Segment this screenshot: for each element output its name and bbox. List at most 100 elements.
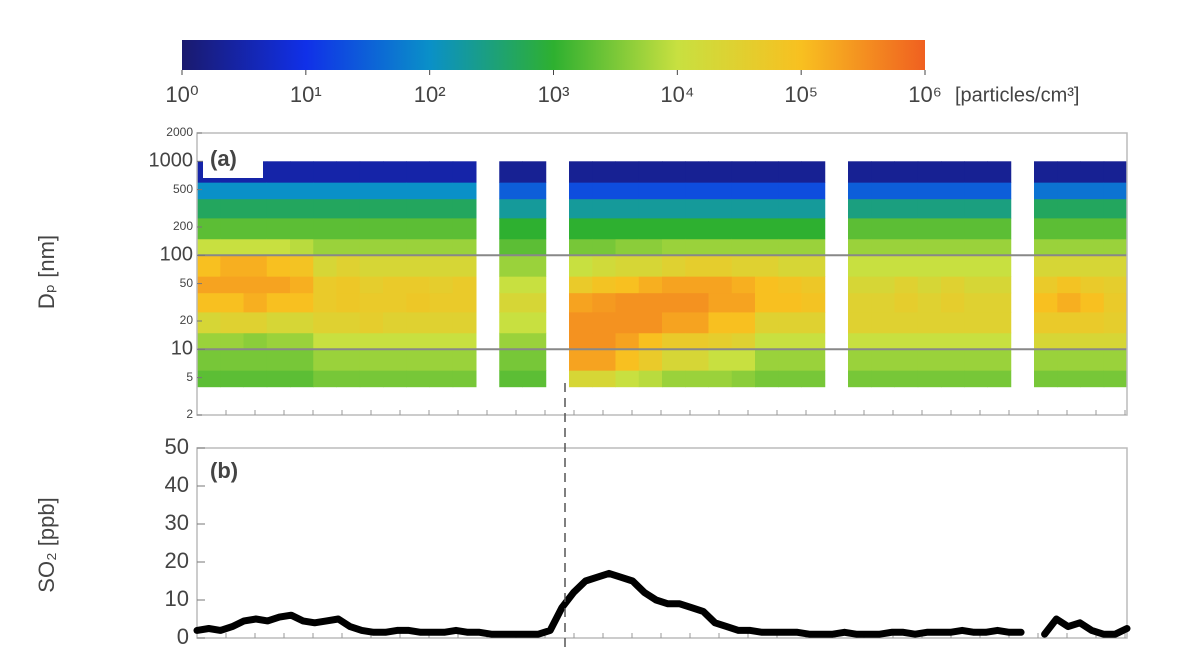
heatmap-cell xyxy=(452,370,477,388)
heatmap-cell xyxy=(917,182,942,200)
heatmap-cell xyxy=(941,182,965,200)
heatmap-cell xyxy=(522,198,547,219)
heatmap-cell xyxy=(685,198,709,219)
heatmap-cell xyxy=(615,255,640,277)
heatmap-cell xyxy=(871,198,895,219)
heatmap-cell xyxy=(917,332,942,350)
heatmap-cell xyxy=(871,182,895,200)
heatmap-cell xyxy=(266,255,291,277)
colorbar xyxy=(182,40,925,70)
heatmap-cell xyxy=(220,332,244,350)
heatmap-cell xyxy=(638,198,663,219)
heatmap-cell xyxy=(1103,332,1128,350)
heatmap-cell xyxy=(290,182,314,200)
y-tick-label: 5 xyxy=(186,370,193,384)
heatmap-cell xyxy=(313,198,337,219)
heatmap-cell xyxy=(266,276,291,294)
heatmap-cell xyxy=(894,198,919,219)
heatmap-cell xyxy=(266,292,291,313)
heatmap-cell xyxy=(801,349,826,371)
heatmap-cell xyxy=(638,238,663,256)
heatmap-cell xyxy=(941,311,965,334)
heatmap-cell xyxy=(1080,198,1105,219)
heatmap-cell xyxy=(755,370,779,388)
heatmap-cell xyxy=(522,255,547,277)
heatmap-cell xyxy=(290,217,314,240)
heatmap-cell xyxy=(778,332,802,350)
heatmap-cell xyxy=(1034,182,1058,200)
heatmap-cell xyxy=(778,349,802,371)
heatmap-cell xyxy=(731,161,756,183)
heatmap-cell xyxy=(848,161,872,183)
heatmap-cell xyxy=(917,370,942,388)
heatmap-cell xyxy=(1057,332,1081,350)
heatmap-cell xyxy=(894,182,919,200)
heatmap-cell xyxy=(266,349,291,371)
heatmap-cell xyxy=(638,161,663,183)
heatmap-cell xyxy=(359,276,384,294)
heatmap-cell xyxy=(359,238,384,256)
heatmap-cell xyxy=(243,292,268,313)
heatmap-cell xyxy=(708,276,733,294)
heatmap-cell xyxy=(197,332,221,350)
heatmap-cell xyxy=(987,182,1012,200)
heatmap-cell xyxy=(499,255,523,277)
y-tick-label: 10 xyxy=(171,338,193,360)
heatmap-cell xyxy=(313,182,337,200)
heatmap-cell xyxy=(615,349,640,371)
heatmap-cell xyxy=(685,349,709,371)
heatmap-cell xyxy=(1057,198,1081,219)
plot-frame xyxy=(196,447,1128,639)
heatmap-cell xyxy=(220,217,244,240)
heatmap-cell xyxy=(615,370,640,388)
heatmap-cell xyxy=(1080,349,1105,371)
heatmap-cell xyxy=(1034,198,1058,219)
heatmap-cell xyxy=(499,161,523,183)
heatmap-cell xyxy=(383,276,407,294)
heatmap-cell xyxy=(685,182,709,200)
heatmap-cell xyxy=(266,332,291,350)
heatmap-cell xyxy=(917,292,942,313)
heatmap-cell xyxy=(871,276,895,294)
heatmap-cell xyxy=(197,311,221,334)
y-tick-label: 50 xyxy=(165,434,189,459)
heatmap-cell xyxy=(499,349,523,371)
heatmap-cell xyxy=(848,276,872,294)
heatmap-cell xyxy=(522,238,547,256)
heatmap-cell xyxy=(778,292,802,313)
heatmap-cell xyxy=(917,198,942,219)
heatmap-cell xyxy=(406,349,430,371)
heatmap-cell xyxy=(685,276,709,294)
heatmap-cell xyxy=(499,276,523,294)
heatmap-cell xyxy=(499,292,523,313)
heatmap-cell xyxy=(569,311,593,334)
heatmap-cell xyxy=(522,161,547,183)
colorbar-tick-label: 10¹ xyxy=(290,82,322,107)
heatmap-cell xyxy=(778,255,802,277)
heatmap-cell xyxy=(894,276,919,294)
heatmap-cell xyxy=(592,182,616,200)
heatmap-cell xyxy=(336,292,361,313)
heatmap-cell xyxy=(964,349,988,371)
heatmap-cell xyxy=(755,238,779,256)
heatmap-cell xyxy=(197,255,221,277)
heatmap-cell xyxy=(220,198,244,219)
heatmap-cell xyxy=(848,182,872,200)
heatmap-cell xyxy=(1080,292,1105,313)
heatmap-cell xyxy=(801,311,826,334)
heatmap-cell xyxy=(243,332,268,350)
heatmap-cell xyxy=(1080,370,1105,388)
heatmap-cell xyxy=(1034,217,1058,240)
heatmap-cell xyxy=(848,332,872,350)
heatmap-cell xyxy=(894,255,919,277)
heatmap-cell xyxy=(778,276,802,294)
heatmap-cell xyxy=(662,276,686,294)
heatmap-cell xyxy=(778,161,802,183)
heatmap-cell xyxy=(731,255,756,277)
heatmap-cell xyxy=(638,332,663,350)
heatmap-cell xyxy=(406,292,430,313)
heatmap-cell xyxy=(964,276,988,294)
heatmap-cell xyxy=(266,161,291,183)
heatmap-cell xyxy=(801,161,826,183)
